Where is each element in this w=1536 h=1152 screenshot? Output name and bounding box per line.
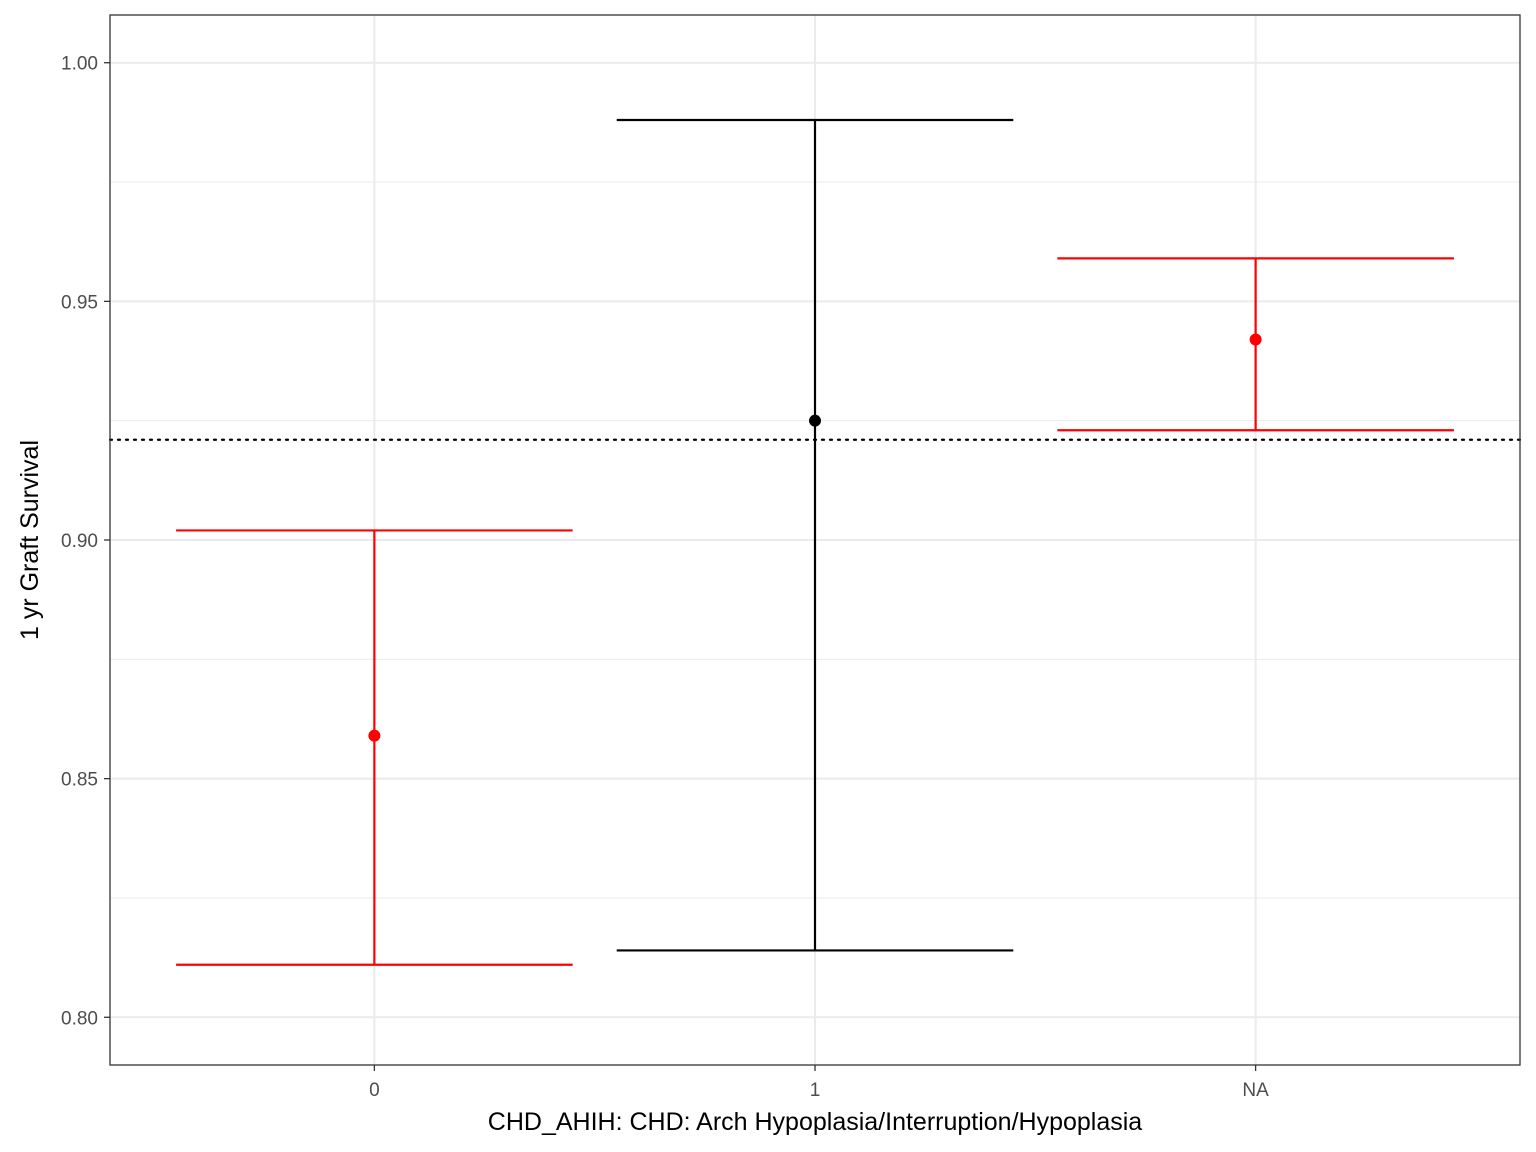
error-bar bbox=[176, 529, 573, 966]
y-tick-label: 0.85 bbox=[61, 770, 98, 791]
x-tick-label: 0 bbox=[369, 1080, 380, 1101]
estimate-point bbox=[809, 414, 821, 427]
y-tick-label: 0.95 bbox=[61, 292, 98, 313]
y-tick-label: 0.80 bbox=[61, 1008, 98, 1029]
error-bar bbox=[616, 118, 1014, 952]
x-tick-label: 1 bbox=[810, 1080, 821, 1101]
x-axis-title: CHD_AHIH: CHD: Arch Hypoplasia/Interrupt… bbox=[488, 1108, 1143, 1136]
y-axis: 0.80 0.85 0.90 0.95 1.00 bbox=[61, 54, 110, 1029]
estimate-point bbox=[368, 729, 381, 742]
x-axis: 0 1 NA bbox=[369, 1065, 1269, 1101]
error-bars-layer bbox=[176, 118, 1454, 966]
y-tick-label: 0.90 bbox=[61, 531, 98, 552]
x-tick-label: NA bbox=[1242, 1080, 1269, 1101]
estimate-point bbox=[1249, 333, 1262, 346]
y-tick-label: 1.00 bbox=[61, 54, 98, 75]
points-layer bbox=[368, 333, 1262, 742]
y-axis-title: 1 yr Graft Survival bbox=[16, 440, 44, 640]
